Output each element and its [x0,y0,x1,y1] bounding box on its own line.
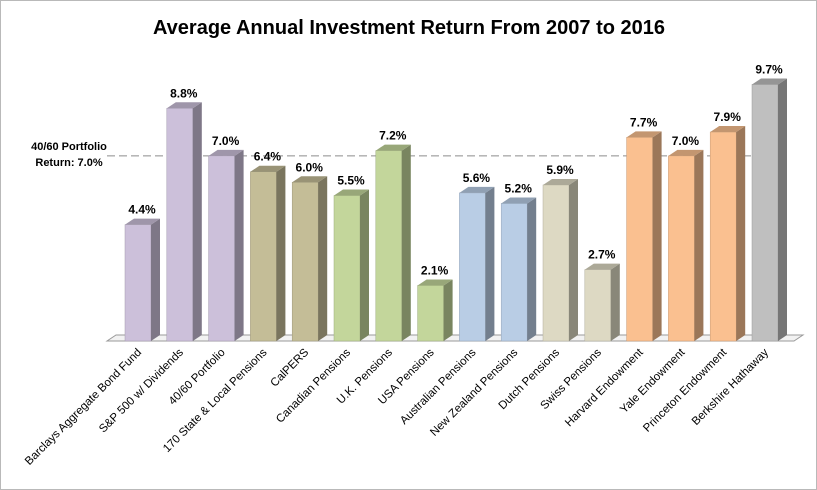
bar-front [417,285,444,342]
bar-front [250,171,277,342]
bar [584,263,620,342]
bar [500,197,537,342]
category-label: Berkshire Hathaway [690,346,771,427]
bar [668,149,704,342]
bar [291,176,328,342]
bar-side [485,186,495,341]
bar-value-label: 4.4% [128,203,156,217]
bar-value-label: 7.0% [672,134,700,148]
bar-side [694,149,704,341]
reference-line-label-line2: Return: 7.0% [35,157,102,169]
bar-side [401,144,411,341]
chart-title: Average Annual Investment Return From 20… [153,17,665,39]
bar-front [166,108,194,342]
bar-value-label: 6.0% [296,160,324,174]
bar-value-label: 5.9% [546,163,574,177]
bars [124,78,787,342]
bar-side [527,197,537,341]
bar-top [752,78,787,85]
bar-top [626,131,662,138]
category-label: Harvard Endowment [563,346,646,429]
bar [709,126,746,342]
bar [542,178,578,342]
bar-value-label: 7.7% [630,115,658,129]
bar [166,102,202,342]
bar-value-label: 7.9% [714,110,742,124]
bar-front [626,137,653,342]
bar [459,186,495,342]
bar-top [166,102,202,109]
category-label: Princeton Endowment [641,346,730,435]
bar-top [668,149,704,156]
bar-top [543,178,578,185]
bar-side [234,149,244,341]
bar-top [125,218,160,225]
bar [417,279,453,342]
bar [208,149,244,342]
bar-side [443,279,453,341]
bar-value-label: 8.8% [170,86,198,100]
bar-front [333,195,361,342]
value-labels: 4.4% 8.8% 7.0% 6.4% 6.0% 5.5% 7.2% 2.1% 5.6% 5.2%… [128,62,783,277]
bar-value-label: 5.5% [337,174,365,188]
bar-front [709,131,737,342]
bar-front [542,184,570,342]
bar [375,144,411,342]
reference-line-label-line1: 40/60 Portfolio [31,141,107,153]
bar-side [610,263,620,341]
bar-front [668,155,695,342]
bar [124,218,160,342]
bar-side [318,176,328,341]
bar-top [710,126,746,133]
bar-top [208,149,244,156]
reference-line: 40/60 Portfolio Return: 7.0% [31,141,783,169]
bar-front [208,155,235,342]
bar-front [291,182,319,342]
bar-side [276,165,286,341]
bar-value-label: 2.1% [421,263,449,277]
bar-front [459,192,486,342]
bar-front [500,203,528,342]
bar [250,165,286,342]
category-label: Canadian Pensions [274,346,353,425]
bar-value-label: 5.2% [505,181,533,195]
bar-top [501,197,537,204]
bar-top [334,189,369,196]
bar-top [584,263,620,270]
bar-value-label: 7.0% [212,134,240,148]
bar-front [584,269,612,342]
bar-side [192,102,202,341]
bar-value-label: 9.7% [755,62,783,76]
bar-value-label: 7.2% [379,129,407,143]
bar-side [360,189,369,341]
bar-value-label: 2.7% [588,248,616,262]
bar-front [751,84,779,342]
bar [751,78,787,342]
bar-top [292,176,328,183]
category-label: Australian Pensions [398,346,479,427]
bar [626,131,662,342]
bar-front [124,224,152,342]
bar-top [250,165,286,172]
bar-side [778,78,787,341]
bar-top [375,144,411,151]
bar-top [459,186,495,193]
bar-side [652,131,662,341]
bar [333,189,369,342]
category-label: CalPERS [268,346,311,389]
bar-top [417,279,453,286]
bar-value-label: 5.6% [463,171,491,185]
bar-side [569,178,578,341]
category-label: S&P 500 w/ Dividends [97,346,186,435]
bar-side [151,218,160,341]
bar-value-label: 6.4% [254,150,282,164]
bar-side [736,126,746,341]
bar-front [375,150,403,342]
